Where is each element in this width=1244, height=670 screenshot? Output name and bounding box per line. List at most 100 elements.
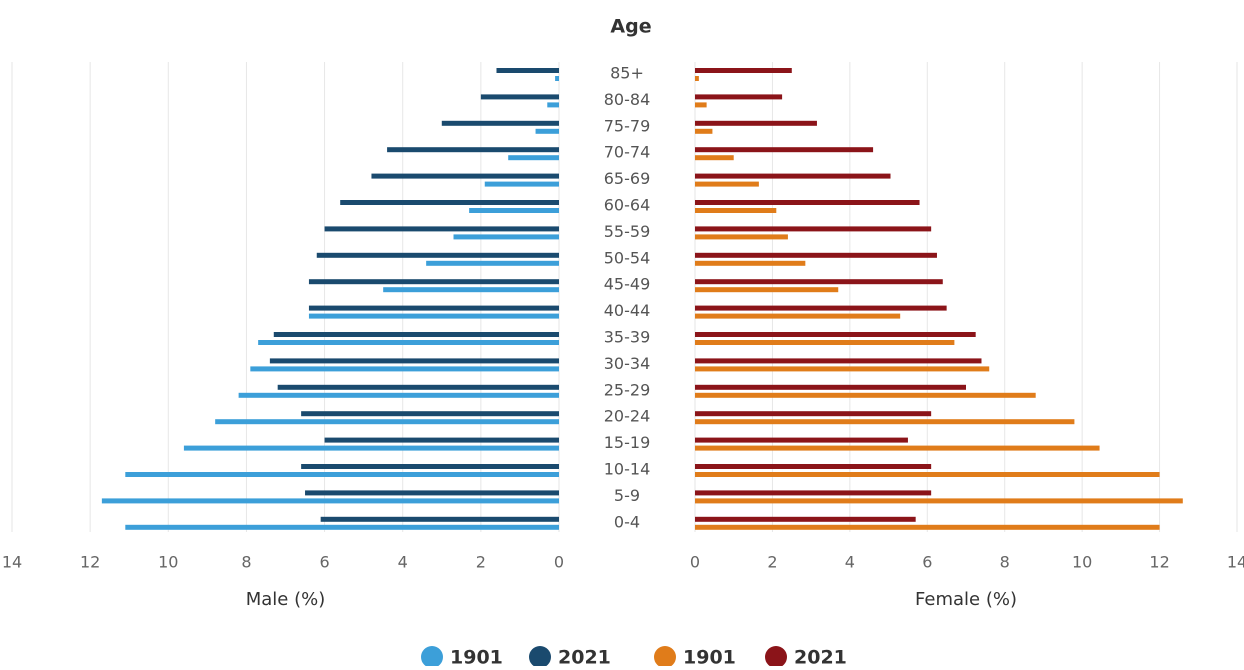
bar bbox=[125, 524, 560, 530]
bar bbox=[695, 419, 1075, 425]
bar bbox=[695, 287, 839, 293]
bar bbox=[215, 419, 559, 425]
bar bbox=[695, 490, 932, 496]
legend-swatch bbox=[421, 646, 443, 668]
bar bbox=[308, 305, 559, 311]
bar bbox=[695, 234, 788, 240]
x-tick-label: 8 bbox=[1000, 553, 1010, 572]
bar bbox=[695, 340, 955, 345]
x-tick-label: 4 bbox=[845, 553, 855, 572]
x-tick-label: 10 bbox=[158, 553, 178, 572]
category-label: 0-4 bbox=[614, 512, 640, 531]
legend-label: 1901 bbox=[683, 647, 736, 667]
bar bbox=[387, 147, 559, 153]
category-label: 5-9 bbox=[614, 486, 640, 505]
bar bbox=[250, 366, 560, 372]
axis-title: Male (%) bbox=[246, 589, 326, 610]
bar bbox=[695, 181, 759, 187]
bar bbox=[535, 128, 559, 134]
bar bbox=[453, 234, 559, 240]
category-label: 50-54 bbox=[604, 248, 651, 267]
bar bbox=[273, 332, 559, 337]
legend-label: 1901 bbox=[450, 647, 503, 667]
bar bbox=[340, 200, 559, 205]
x-tick-label: 6 bbox=[922, 553, 932, 572]
bar bbox=[695, 200, 920, 205]
bar bbox=[301, 411, 559, 417]
legend-label: 2021 bbox=[558, 647, 611, 667]
bar bbox=[277, 384, 559, 390]
category-label: 60-64 bbox=[604, 196, 651, 215]
x-tick-label: 0 bbox=[690, 553, 700, 572]
bar bbox=[547, 102, 559, 108]
x-tick-label: 14 bbox=[2, 553, 22, 572]
bar bbox=[695, 464, 932, 469]
category-label: 55-59 bbox=[604, 222, 651, 241]
bar bbox=[695, 155, 734, 161]
bar bbox=[324, 226, 559, 232]
bar bbox=[695, 102, 707, 108]
bar bbox=[695, 437, 908, 443]
bar bbox=[695, 76, 699, 81]
bar bbox=[695, 472, 1160, 477]
bar bbox=[426, 260, 559, 266]
x-tick-label: 10 bbox=[1072, 553, 1092, 572]
category-label: 25-29 bbox=[604, 380, 651, 399]
bar bbox=[324, 437, 559, 443]
bar bbox=[695, 358, 982, 364]
x-tick-label: 0 bbox=[554, 553, 564, 572]
bar bbox=[308, 279, 559, 285]
bar bbox=[320, 516, 559, 522]
x-tick-label: 6 bbox=[319, 553, 329, 572]
category-label: 30-34 bbox=[604, 354, 651, 373]
bar bbox=[695, 305, 947, 311]
bar bbox=[484, 181, 559, 187]
bar bbox=[508, 155, 559, 161]
bar bbox=[695, 226, 932, 232]
bar bbox=[695, 208, 777, 213]
bar bbox=[496, 68, 559, 73]
bar bbox=[101, 498, 559, 504]
bar bbox=[238, 392, 559, 398]
bar bbox=[441, 120, 559, 126]
legend-swatch bbox=[529, 646, 551, 668]
category-label: 20-24 bbox=[604, 407, 651, 426]
bar bbox=[695, 366, 990, 372]
bar bbox=[695, 260, 806, 266]
category-label: 75-79 bbox=[604, 116, 651, 135]
category-label: 85+ bbox=[610, 64, 644, 83]
bar bbox=[695, 68, 792, 73]
bar bbox=[305, 490, 559, 496]
bar bbox=[695, 392, 1036, 398]
category-label: 70-74 bbox=[604, 143, 651, 162]
x-tick-label: 2 bbox=[476, 553, 486, 572]
bar bbox=[695, 147, 874, 153]
x-tick-label: 4 bbox=[398, 553, 408, 572]
bar bbox=[258, 340, 559, 345]
legend-swatch bbox=[654, 646, 676, 668]
bar bbox=[125, 472, 560, 477]
bar bbox=[695, 516, 916, 522]
legend-swatch bbox=[765, 646, 787, 668]
bar bbox=[383, 287, 559, 293]
bar bbox=[695, 173, 891, 179]
legend-label: 2021 bbox=[794, 647, 847, 667]
category-label: 80-84 bbox=[604, 90, 651, 109]
bar bbox=[469, 208, 559, 213]
bar bbox=[183, 445, 559, 451]
category-label: 35-39 bbox=[604, 328, 651, 347]
bar bbox=[695, 128, 713, 134]
category-label: 10-14 bbox=[604, 460, 651, 479]
bar bbox=[555, 76, 559, 81]
category-label: 15-19 bbox=[604, 433, 651, 452]
bar bbox=[695, 411, 932, 417]
bar bbox=[695, 332, 976, 337]
category-label: 40-44 bbox=[604, 301, 651, 320]
x-tick-label: 2 bbox=[767, 553, 777, 572]
bar bbox=[695, 94, 783, 100]
category-label: 45-49 bbox=[604, 275, 651, 294]
x-tick-label: 8 bbox=[241, 553, 251, 572]
x-tick-label: 12 bbox=[80, 553, 100, 572]
bar bbox=[695, 279, 943, 285]
